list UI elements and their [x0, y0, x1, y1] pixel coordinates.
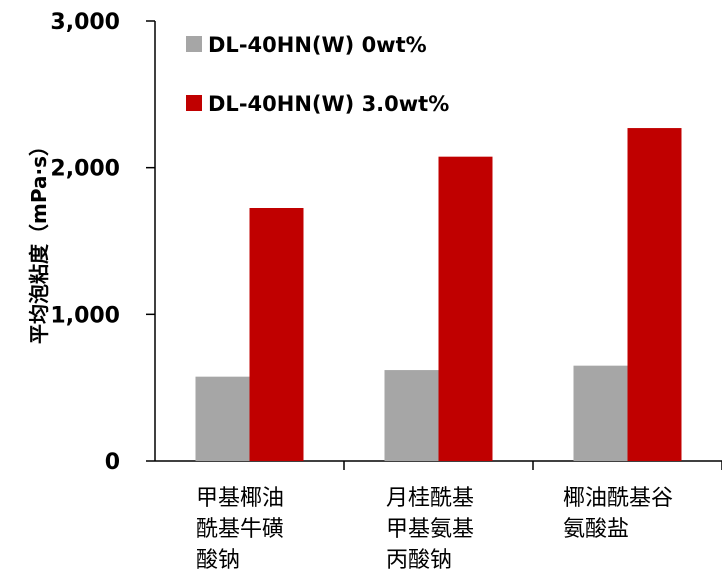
category-label: 椰油酰基谷氨酸盐 — [563, 486, 673, 542]
y-tick-label: 3,000 — [50, 10, 120, 35]
y-tick-label: 1,000 — [50, 303, 120, 328]
y-tick-label: 0 — [105, 450, 120, 475]
category-label-line: 月桂酰基 — [386, 486, 474, 511]
category-label-line: 甲基椰油 — [196, 486, 284, 511]
category-label-line: 酰基牛磺 — [196, 517, 284, 542]
bar-3wt — [438, 156, 493, 461]
legend-label: DL-40HN(W) 3.0wt% — [208, 92, 449, 116]
bar-0wt — [384, 370, 439, 461]
legend-label: DL-40HN(W) 0wt% — [208, 33, 427, 57]
category-label: 月桂酰基甲基氨基丙酸钠 — [386, 486, 474, 573]
category-label-line: 椰油酰基谷 — [563, 486, 673, 511]
y-axis-title: 平均泡粘度（mPa·s） — [27, 136, 51, 344]
legend-swatch — [186, 36, 202, 52]
category-label-line: 甲基氨基 — [386, 517, 474, 542]
bar-0wt — [573, 365, 628, 461]
category-label-line: 酸钠 — [196, 548, 240, 573]
bar-3wt — [249, 208, 304, 461]
category-label-line: 氨酸盐 — [563, 517, 629, 542]
y-tick-labels: 0 1,000 2,000 3,000 — [50, 10, 120, 475]
bars — [195, 128, 682, 462]
category-labels: 甲基椰油酰基牛磺酸钠 月桂酰基甲基氨基丙酸钠 椰油酰基谷氨酸盐 — [196, 486, 673, 573]
bar-3wt — [627, 128, 682, 462]
category-label: 甲基椰油酰基牛磺酸钠 — [196, 486, 284, 573]
bar-0wt — [195, 376, 250, 461]
legend-swatch — [186, 95, 202, 111]
legend: DL-40HN(W) 0wt% DL-40HN(W) 3.0wt% — [186, 33, 449, 116]
category-label-line: 丙酸钠 — [386, 548, 452, 573]
y-tick-label: 2,000 — [50, 157, 120, 182]
